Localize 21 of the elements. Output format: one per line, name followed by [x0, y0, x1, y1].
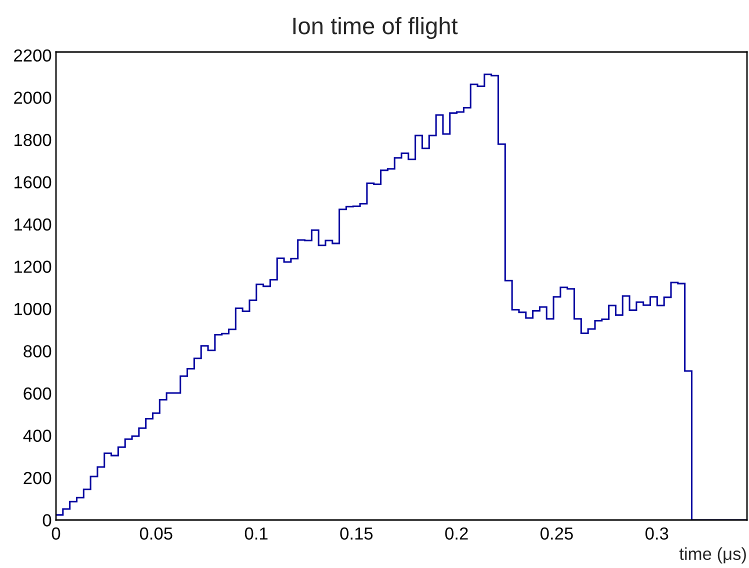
chart-title: Ion time of flight: [293, 16, 458, 40]
y-tick-label: 1000: [14, 302, 52, 316]
y-tick-label: 400: [23, 430, 52, 442]
y-tick-label: 0: [42, 514, 52, 526]
x-tick-label: 0.25: [540, 527, 573, 540]
y-tick-label: 600: [24, 387, 52, 400]
y-tick-label: 2200: [14, 49, 52, 62]
y-tick-label: 1600: [14, 176, 52, 188]
x-tick-label: 0.1: [244, 527, 268, 540]
y-tick-label: 2000: [14, 92, 52, 104]
x-axis-title: time (μs): [679, 547, 746, 564]
x-tick-label: 0.05: [140, 527, 172, 540]
y-tick-label: 200: [24, 472, 52, 484]
y-tick-label: 800: [24, 345, 52, 358]
x-tick-label: 0.3: [645, 527, 668, 540]
x-tick-label: 0.2: [445, 527, 468, 540]
y-tick-label: 1400: [14, 218, 52, 231]
y-tick-label: 1800: [14, 134, 52, 146]
x-tick-label: 0: [52, 527, 60, 540]
x-tick-label: 0.15: [340, 527, 373, 540]
y-tick-label: 1200: [14, 260, 52, 273]
